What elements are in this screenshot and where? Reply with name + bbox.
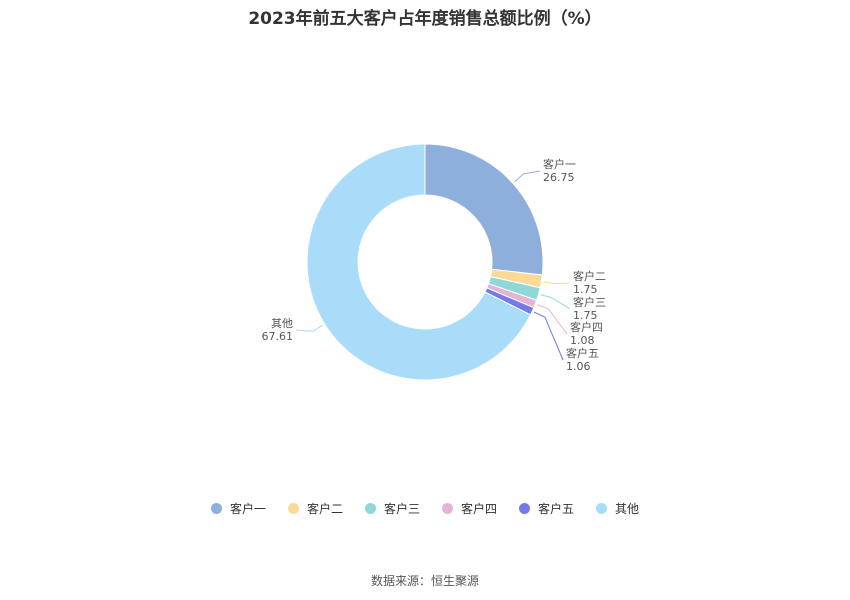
leader-line-3 (540, 294, 571, 310)
legend-label: 客户五 (538, 502, 575, 516)
source-note: 数据来源：恒生聚源 (370, 574, 479, 588)
legend-item-4[interactable]: 客户四 (442, 500, 497, 517)
slice-label-value-1: 26.75 (543, 171, 575, 184)
legend-label: 客户四 (461, 502, 498, 516)
leader-line-2 (543, 281, 571, 285)
pie-slice-6[interactable] (306, 143, 532, 381)
legend-item-5[interactable]: 客户五 (519, 500, 574, 517)
leader-line-5 (533, 311, 564, 361)
legend-dot-icon (442, 503, 453, 514)
legend-dot-icon (596, 503, 608, 514)
chart-title: 2023年前五大客户占年度销售总额比例（%） (248, 9, 602, 29)
legend-label: 客户三 (383, 502, 420, 516)
slice-label-name-6: 其他 (271, 317, 293, 330)
slice-label-value-2: 1.75 (573, 283, 598, 296)
legend-item-6[interactable]: 其他 (596, 500, 639, 517)
legend-dot-icon (519, 503, 531, 514)
slice-label-name-1: 客户一 (543, 157, 576, 171)
legend-item-3[interactable]: 客户三 (364, 500, 420, 517)
legend-dot-icon (210, 503, 222, 514)
slice-label-name-2: 客户二 (573, 269, 606, 283)
legend-label: 其他 (615, 502, 640, 516)
slice-label-value-4: 1.08 (570, 334, 595, 347)
legend-dot-icon (287, 503, 299, 514)
slice-label-name-3: 客户三 (573, 295, 606, 309)
leader-line-4 (536, 304, 568, 335)
legend-item-2[interactable]: 客户二 (287, 500, 343, 517)
slice-label-value-5: 1.06 (566, 360, 591, 373)
legend-label: 客户一 (229, 502, 266, 516)
pie-slice-1[interactable] (424, 143, 544, 276)
legend: 客户一 客户二 客户三 客户四 客户五 其他 (0, 500, 850, 517)
slice-label-value-3: 1.75 (573, 309, 598, 322)
legend-item-1[interactable]: 客户一 (210, 500, 266, 517)
slice-label-value-6: 67.61 (262, 330, 294, 343)
legend-label: 客户二 (306, 502, 343, 516)
slice-label-name-5: 客户五 (566, 346, 599, 360)
legend-dot-icon (364, 503, 376, 514)
leader-line-1 (514, 170, 541, 183)
leader-line-6 (295, 324, 324, 332)
slice-label-name-4: 客户四 (570, 320, 603, 334)
